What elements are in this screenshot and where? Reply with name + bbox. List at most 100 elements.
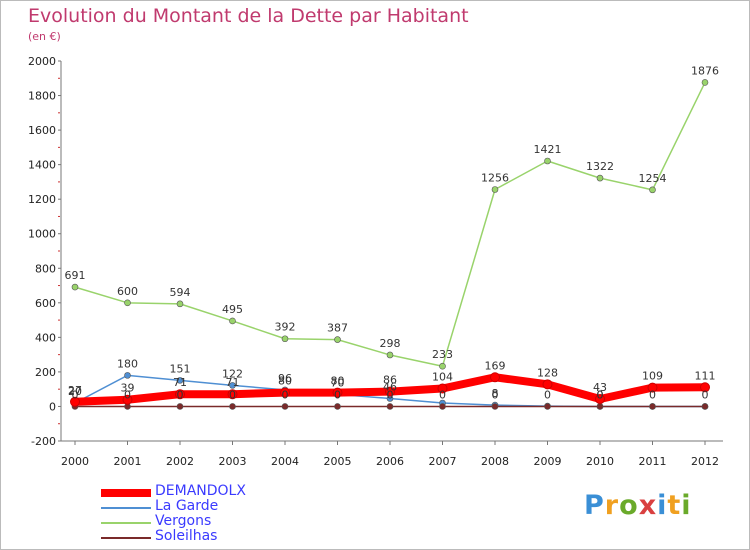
data-label-demandolx: 80 bbox=[331, 375, 345, 388]
data-point-vergons bbox=[491, 186, 499, 193]
data-label-vergons: 1256 bbox=[481, 172, 509, 185]
chart-axes: -200020040060080010001200140016001800200… bbox=[28, 55, 723, 468]
data-label-demandolx: 104 bbox=[432, 370, 453, 383]
data-label-demandolx: 86 bbox=[383, 374, 397, 387]
logo-letter: i bbox=[657, 490, 668, 521]
data-label-vergons: 233 bbox=[432, 348, 453, 361]
y-tick-label: 2000 bbox=[28, 55, 56, 68]
data-label-demandolx: 71 bbox=[226, 376, 240, 389]
y-tick-label: 200 bbox=[35, 366, 56, 379]
x-tick-label: 2012 bbox=[691, 455, 719, 468]
data-label-vergons: 594 bbox=[170, 286, 191, 299]
legend-swatch-demandolx bbox=[101, 489, 151, 497]
y-tick-label: 600 bbox=[35, 297, 56, 310]
data-label-la-garde: 122 bbox=[222, 367, 243, 380]
data-labels-layer: 691 600 594 495 392 387 298 233 1256 1421 1322 1254… bbox=[65, 64, 720, 401]
data-label-soleilhas: 0 bbox=[334, 388, 341, 401]
data-label-soleilhas: 0 bbox=[177, 388, 184, 401]
y-tick-label: 1200 bbox=[28, 193, 56, 206]
proxiti-logo: Proxiti bbox=[584, 490, 692, 521]
data-label-soleilhas: 0 bbox=[229, 388, 236, 401]
x-tick-label: 2005 bbox=[324, 455, 352, 468]
y-tick-label: 1000 bbox=[28, 228, 56, 241]
data-label-vergons: 1254 bbox=[639, 172, 667, 185]
data-label-soleilhas: 0 bbox=[282, 388, 289, 401]
data-label-demandolx: 80 bbox=[278, 375, 292, 388]
data-label-vergons: 387 bbox=[327, 322, 348, 335]
data-label-vergons: 1421 bbox=[534, 143, 562, 156]
data-point-demandolx bbox=[332, 387, 343, 398]
y-tick-label: 1400 bbox=[28, 159, 56, 172]
data-label-demandolx: 39 bbox=[121, 382, 135, 395]
data-point-soleilhas bbox=[701, 403, 709, 410]
data-point-vergons bbox=[124, 299, 131, 307]
data-point-soleilhas bbox=[176, 403, 184, 410]
x-tick-label: 2003 bbox=[219, 455, 247, 468]
data-point-la-garde bbox=[124, 372, 131, 379]
logo-letter: t bbox=[667, 490, 682, 521]
x-tick-label: 2006 bbox=[376, 455, 404, 468]
data-label-demandolx: 109 bbox=[642, 370, 663, 383]
data-label-vergons: 1876 bbox=[691, 64, 719, 77]
data-point-demandolx bbox=[70, 396, 80, 407]
x-tick-label: 2007 bbox=[429, 455, 457, 468]
data-point-vergons bbox=[229, 317, 236, 325]
data-label-vergons: 392 bbox=[275, 321, 296, 334]
data-point-la-garde bbox=[229, 382, 236, 389]
data-point-demandolx bbox=[122, 394, 133, 405]
data-point-soleilhas bbox=[439, 403, 446, 410]
data-label-demandolx: 71 bbox=[173, 376, 187, 389]
data-label-vergons: 1322 bbox=[586, 160, 614, 173]
data-label-demandolx: 43 bbox=[593, 381, 607, 394]
y-tick-label: 0 bbox=[49, 400, 56, 413]
x-tick-label: 2009 bbox=[534, 455, 562, 468]
data-point-vergons bbox=[386, 351, 394, 359]
data-label-soleilhas: 0 bbox=[702, 388, 709, 401]
data-point-soleilhas bbox=[491, 403, 499, 410]
logo-letter: x bbox=[638, 490, 658, 521]
logo-letter: o bbox=[619, 490, 639, 521]
x-tick-label: 2000 bbox=[61, 455, 89, 468]
x-tick-label: 2011 bbox=[639, 455, 667, 468]
legend-label-demandolx: DEMANDOLX bbox=[155, 483, 246, 499]
data-label-soleilhas: 0 bbox=[439, 388, 446, 401]
legend-label-vergons: Vergons bbox=[155, 513, 212, 529]
data-label-soleilhas: 0 bbox=[72, 388, 79, 401]
logo-letter: i bbox=[681, 490, 692, 521]
legend-label-la-garde: La Garde bbox=[155, 498, 219, 514]
data-point-vergons bbox=[176, 300, 184, 308]
data-point-demandolx bbox=[175, 389, 185, 400]
data-point-vergons bbox=[596, 174, 604, 182]
data-point-demandolx bbox=[385, 386, 395, 397]
data-label-vergons: 298 bbox=[380, 337, 401, 350]
legend-label-soleilhas: Soleilhas bbox=[155, 528, 218, 544]
data-point-vergons bbox=[439, 362, 446, 370]
data-label-la-garde: 180 bbox=[117, 357, 138, 370]
data-label-la-garde: 96 bbox=[278, 372, 292, 385]
data-point-demandolx bbox=[437, 383, 448, 394]
data-point-vergons bbox=[334, 336, 341, 343]
data-point-vergons bbox=[544, 157, 551, 165]
data-point-vergons bbox=[71, 283, 79, 291]
data-point-soleilhas bbox=[386, 403, 394, 410]
logo-letter: P bbox=[584, 490, 605, 521]
legend-swatch-soleilhas bbox=[101, 537, 151, 539]
data-point-demandolx bbox=[490, 372, 500, 383]
data-point-vergons bbox=[701, 79, 709, 86]
legend-swatch-la-garde bbox=[101, 507, 151, 509]
x-tick-label: 2010 bbox=[586, 455, 614, 468]
data-point-demandolx bbox=[647, 382, 658, 393]
data-label-vergons: 495 bbox=[222, 303, 243, 316]
data-label-demandolx: 111 bbox=[695, 369, 716, 382]
data-label-soleilhas: 0 bbox=[649, 388, 656, 401]
data-point-demandolx bbox=[595, 394, 605, 405]
x-tick-label: 2001 bbox=[114, 455, 142, 468]
x-tick-label: 2002 bbox=[166, 455, 194, 468]
data-point-demandolx bbox=[227, 389, 238, 400]
data-label-la-garde: 8 bbox=[492, 387, 499, 400]
y-tick-label: 400 bbox=[35, 331, 56, 344]
data-point-soleilhas bbox=[229, 403, 236, 410]
chart-title: Evolution du Montant de la Dette par Hab… bbox=[28, 5, 469, 27]
